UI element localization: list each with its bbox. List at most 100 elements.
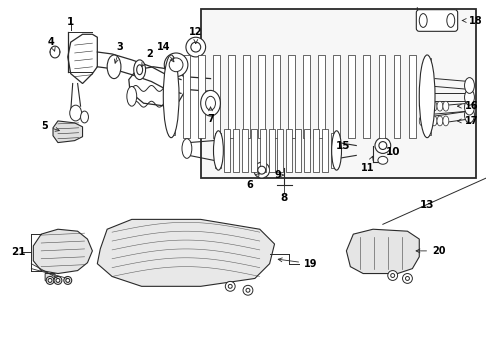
Ellipse shape: [447, 14, 455, 27]
Bar: [251, 129, 257, 172]
Ellipse shape: [201, 90, 220, 116]
Text: 15: 15: [336, 140, 351, 150]
Text: 10: 10: [386, 148, 400, 157]
Text: 7: 7: [207, 107, 214, 124]
Text: 16: 16: [458, 101, 478, 111]
Ellipse shape: [80, 111, 89, 123]
Ellipse shape: [443, 116, 449, 126]
Ellipse shape: [465, 78, 474, 93]
Bar: [198, 55, 205, 138]
Ellipse shape: [431, 101, 437, 111]
Bar: [213, 55, 220, 138]
Polygon shape: [129, 67, 186, 106]
Ellipse shape: [191, 42, 201, 52]
Ellipse shape: [137, 65, 143, 75]
Bar: [269, 129, 274, 172]
Text: 17: 17: [458, 116, 478, 126]
Bar: [378, 55, 386, 138]
Bar: [168, 58, 174, 135]
Text: 14: 14: [156, 42, 174, 62]
Text: 18: 18: [463, 15, 482, 26]
Ellipse shape: [419, 55, 435, 138]
Text: 5: 5: [41, 121, 59, 131]
Ellipse shape: [258, 166, 266, 174]
Bar: [348, 55, 355, 138]
Ellipse shape: [419, 14, 427, 27]
Ellipse shape: [419, 101, 425, 111]
Text: 20: 20: [416, 246, 445, 256]
Ellipse shape: [375, 138, 391, 153]
Bar: [322, 129, 328, 172]
Polygon shape: [68, 34, 98, 84]
Ellipse shape: [70, 105, 81, 121]
Ellipse shape: [48, 278, 52, 282]
Ellipse shape: [134, 60, 146, 80]
Ellipse shape: [163, 55, 179, 138]
Text: 13: 13: [420, 199, 435, 210]
Ellipse shape: [425, 101, 431, 111]
Ellipse shape: [425, 116, 431, 126]
Ellipse shape: [127, 86, 137, 106]
Text: 11: 11: [361, 156, 375, 173]
Ellipse shape: [406, 276, 410, 280]
Ellipse shape: [391, 274, 394, 278]
Bar: [409, 55, 416, 138]
Ellipse shape: [246, 288, 250, 292]
Ellipse shape: [164, 53, 188, 77]
Text: 1: 1: [67, 18, 74, 27]
Bar: [331, 133, 337, 168]
Bar: [216, 133, 221, 168]
Ellipse shape: [402, 274, 413, 283]
Text: 4: 4: [48, 37, 55, 51]
Bar: [424, 58, 431, 135]
Polygon shape: [53, 121, 82, 143]
Bar: [364, 55, 370, 138]
Ellipse shape: [443, 101, 449, 111]
Text: 6: 6: [246, 173, 259, 190]
Ellipse shape: [107, 55, 121, 78]
Bar: [224, 129, 230, 172]
Ellipse shape: [465, 89, 474, 105]
Text: 21: 21: [11, 247, 26, 257]
Ellipse shape: [64, 276, 72, 284]
Bar: [201, 9, 476, 178]
Ellipse shape: [332, 131, 342, 170]
Ellipse shape: [66, 278, 70, 282]
Bar: [243, 55, 250, 138]
Polygon shape: [45, 274, 55, 283]
Bar: [304, 129, 310, 172]
Ellipse shape: [437, 101, 443, 111]
Bar: [242, 129, 248, 172]
Bar: [333, 55, 340, 138]
Ellipse shape: [56, 278, 60, 282]
Text: 12: 12: [189, 27, 202, 44]
FancyBboxPatch shape: [416, 10, 458, 31]
Ellipse shape: [378, 156, 388, 164]
Ellipse shape: [182, 139, 192, 158]
Bar: [258, 55, 265, 138]
Text: 9: 9: [274, 170, 284, 180]
Text: 8: 8: [281, 193, 288, 203]
Polygon shape: [346, 229, 419, 274]
Ellipse shape: [465, 107, 474, 123]
Ellipse shape: [431, 116, 437, 126]
Bar: [277, 129, 283, 172]
Bar: [313, 129, 319, 172]
Bar: [273, 55, 280, 138]
Ellipse shape: [169, 58, 183, 72]
Ellipse shape: [225, 282, 235, 291]
Bar: [288, 55, 295, 138]
Ellipse shape: [437, 116, 443, 126]
Bar: [318, 55, 325, 138]
Bar: [393, 55, 400, 138]
Ellipse shape: [419, 116, 425, 126]
Ellipse shape: [214, 131, 223, 170]
Text: 3: 3: [114, 42, 123, 63]
Polygon shape: [98, 219, 274, 286]
Bar: [303, 55, 310, 138]
Ellipse shape: [46, 276, 54, 284]
Bar: [260, 129, 266, 172]
Bar: [286, 129, 292, 172]
Ellipse shape: [186, 37, 206, 57]
Ellipse shape: [379, 141, 387, 149]
